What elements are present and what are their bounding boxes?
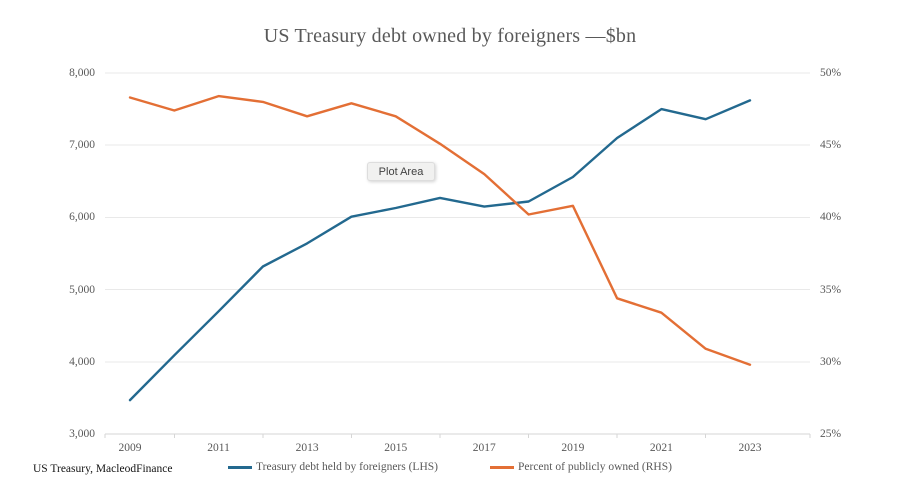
y-axis-right-tick-label: 40% xyxy=(820,211,842,224)
y-axis-left-tick-label: 6,000 xyxy=(69,211,95,224)
rhs-series-line[interactable] xyxy=(128,94,752,366)
legend-label-rhs: Percent of publicly owned (RHS) xyxy=(518,461,672,473)
x-axis-tick-label: 2011 xyxy=(207,442,230,454)
lhs-line-swatch-icon xyxy=(228,465,253,469)
y-axis-right-tick-label: 30% xyxy=(820,355,842,368)
lhs-series-line[interactable] xyxy=(128,99,752,402)
x-axis-tick-label: 2013 xyxy=(295,442,319,454)
x-axis-tick-label: 2017 xyxy=(472,442,496,454)
legend-label-lhs: Treasury debt held by foreigners (LHS) xyxy=(256,461,438,473)
x-axis-tick-label: 2019 xyxy=(561,442,585,454)
y-axis-right-tick-label: 35% xyxy=(820,283,842,296)
y-axis-left-tick-label: 5,000 xyxy=(69,283,95,296)
plot-area-tooltip: Plot Area xyxy=(367,162,435,181)
x-axis-tick-label: 2021 xyxy=(649,442,673,454)
y-axis-right-tick-label: 25% xyxy=(820,428,842,440)
chart-legend: Treasury debt held by foreigners (LHS) P… xyxy=(0,461,900,473)
y-axis-left-tick-label: 7,000 xyxy=(69,139,95,152)
plot-area-tooltip-label: Plot Area xyxy=(378,165,424,178)
legend-item-lhs[interactable]: Treasury debt held by foreigners (LHS) xyxy=(228,461,438,473)
x-axis-tick-label: 2009 xyxy=(118,442,142,454)
y-axis-right-tick-label: 45% xyxy=(820,139,842,152)
y-axis-left-tick-label: 3,000 xyxy=(69,428,95,440)
chart-title: US Treasury debt owned by foreigners —$b… xyxy=(263,25,637,47)
source-note: US Treasury, MacleodFinance xyxy=(33,463,173,475)
legend-item-rhs[interactable]: Percent of publicly owned (RHS) xyxy=(490,461,672,473)
y-axis-left-tick-label: 8,000 xyxy=(69,67,95,79)
x-axis-tick-label: 2015 xyxy=(384,442,408,454)
rhs-line-swatch-icon xyxy=(490,465,514,469)
x-axis-tick-label: 2023 xyxy=(738,442,762,454)
y-axis-right-tick-label: 50% xyxy=(820,67,842,79)
y-axis-left-tick-label: 4,000 xyxy=(69,355,95,368)
